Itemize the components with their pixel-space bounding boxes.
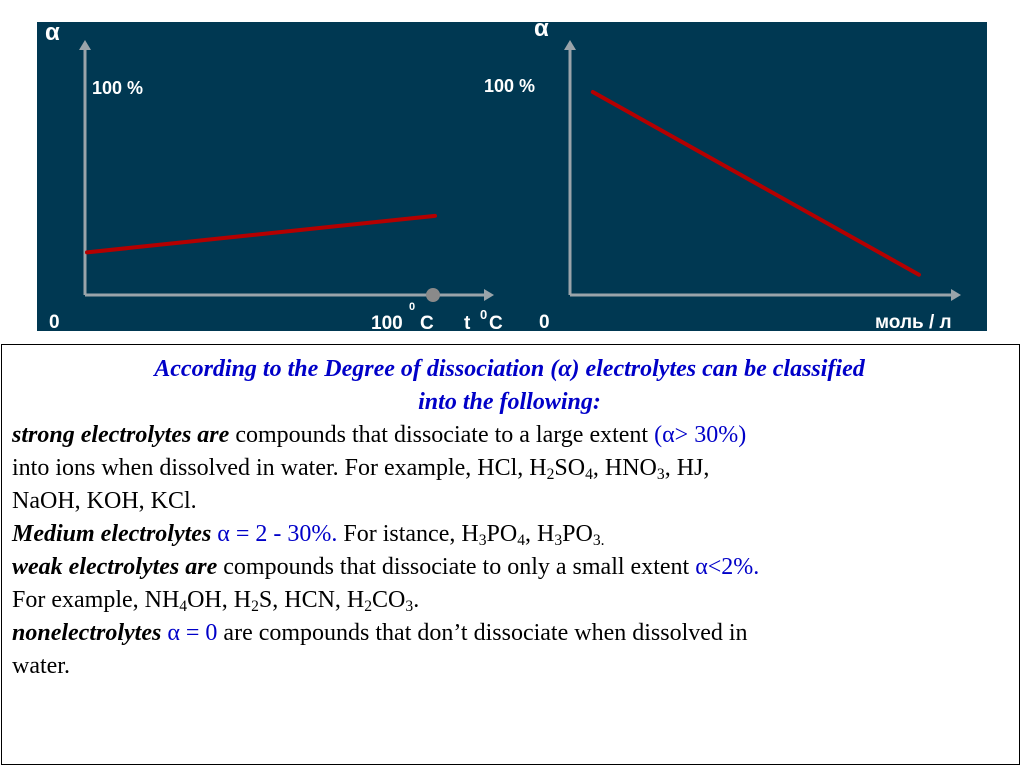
nonelectrolytes-description: are compounds that don’t dissociate when… bbox=[217, 620, 748, 646]
strong-electrolytes-paragraph: strong electrolytes are compounds that d… bbox=[12, 419, 1007, 518]
formula-part: , H bbox=[524, 521, 555, 547]
strong-example-start: into ions when dissolved in water. For e… bbox=[12, 455, 547, 481]
formula-part: PO bbox=[562, 521, 593, 547]
nonelectrolytes-term: nonelectrolytes bbox=[12, 620, 162, 646]
subscript: 2 bbox=[546, 465, 555, 483]
weak-description: compounds that dissociate to only a smal… bbox=[217, 554, 696, 580]
x-axis-label: t bbox=[464, 313, 471, 331]
y-axis-arrow bbox=[564, 40, 576, 50]
y-tick-label: 100 % bbox=[92, 78, 143, 98]
strong-alpha: (α> 30%) bbox=[654, 422, 747, 448]
nonelectrolytes-alpha: α = 0 bbox=[161, 620, 218, 646]
medium-example-start: For istance, H bbox=[337, 521, 479, 547]
series-line bbox=[85, 213, 437, 255]
x-tick-label: 100 bbox=[371, 313, 403, 331]
formula-part: CO bbox=[372, 587, 406, 613]
y-tick-label: 100 % bbox=[484, 76, 535, 96]
series-line bbox=[590, 90, 921, 277]
y-axis-arrow bbox=[79, 40, 91, 50]
heading-line-2: into the following: bbox=[418, 389, 601, 415]
origin-label: 0 bbox=[49, 312, 60, 331]
y-axis-label: α bbox=[534, 22, 549, 42]
medium-alpha: α = 2 - 30%. bbox=[211, 521, 338, 547]
x-axis-label: моль / л bbox=[875, 312, 952, 331]
medium-electrolytes-term: Medium electrolytes bbox=[12, 521, 212, 547]
description-box: According to the Degree of dissociation … bbox=[1, 344, 1020, 765]
weak-electrolytes-term: weak electrolytes are bbox=[12, 554, 218, 580]
weak-example-start: For example, NH bbox=[12, 587, 180, 613]
subscript: 2 bbox=[364, 597, 373, 615]
subscript: 3 bbox=[554, 531, 563, 549]
subscript: 4 bbox=[585, 465, 593, 483]
subscript: 4 bbox=[517, 531, 525, 549]
x-axis-arrow bbox=[484, 289, 494, 301]
subscript: 3 bbox=[656, 465, 665, 483]
axis-marker bbox=[426, 288, 440, 302]
x-axis-unit: C bbox=[489, 313, 503, 331]
x-axis-arrow bbox=[951, 289, 961, 301]
x-tick-superscript: 0 bbox=[409, 301, 415, 313]
subscript: 4 bbox=[179, 597, 188, 615]
subscript: 3 bbox=[405, 597, 414, 615]
subscript: 3 bbox=[478, 531, 487, 549]
x-tick-unit: C bbox=[420, 313, 434, 331]
formula-part: OH, H bbox=[187, 587, 252, 613]
strong-electrolytes-term: strong electrolytes are bbox=[12, 422, 230, 448]
y-axis-label: α bbox=[45, 22, 60, 46]
weak-alpha: α<2%. bbox=[695, 554, 760, 580]
heading: According to the Degree of dissociation … bbox=[12, 353, 1007, 419]
subscript: 2 bbox=[251, 597, 259, 615]
medium-electrolytes-paragraph: Medium electrolytes α = 2 - 30%. For ist… bbox=[12, 518, 1007, 551]
weak-electrolytes-paragraph: weak electrolytes are compounds that dis… bbox=[12, 551, 1007, 617]
formula-part: , HNO bbox=[592, 455, 657, 481]
x-axis-superscript: 0 bbox=[480, 307, 487, 322]
subscript: 3. bbox=[592, 531, 605, 549]
formula-part: S, HCN, H bbox=[258, 587, 365, 613]
strong-example-end: , HJ, bbox=[664, 455, 710, 481]
nonelectrolytes-paragraph: nonelectrolytes α = 0 are compounds that… bbox=[12, 617, 1007, 683]
strong-description: compounds that dissociate to a large ext… bbox=[229, 422, 655, 448]
heading-line-1: According to the Degree of dissociation … bbox=[154, 356, 865, 382]
origin-label: 0 bbox=[539, 312, 550, 331]
strong-example-line-3: NaOH, KOH, KCl. bbox=[12, 488, 197, 514]
formula-part: . bbox=[413, 587, 420, 613]
nonelectrolytes-line-2: water. bbox=[12, 653, 70, 679]
formula-part: SO bbox=[554, 455, 586, 481]
formula-part: PO bbox=[486, 521, 518, 547]
